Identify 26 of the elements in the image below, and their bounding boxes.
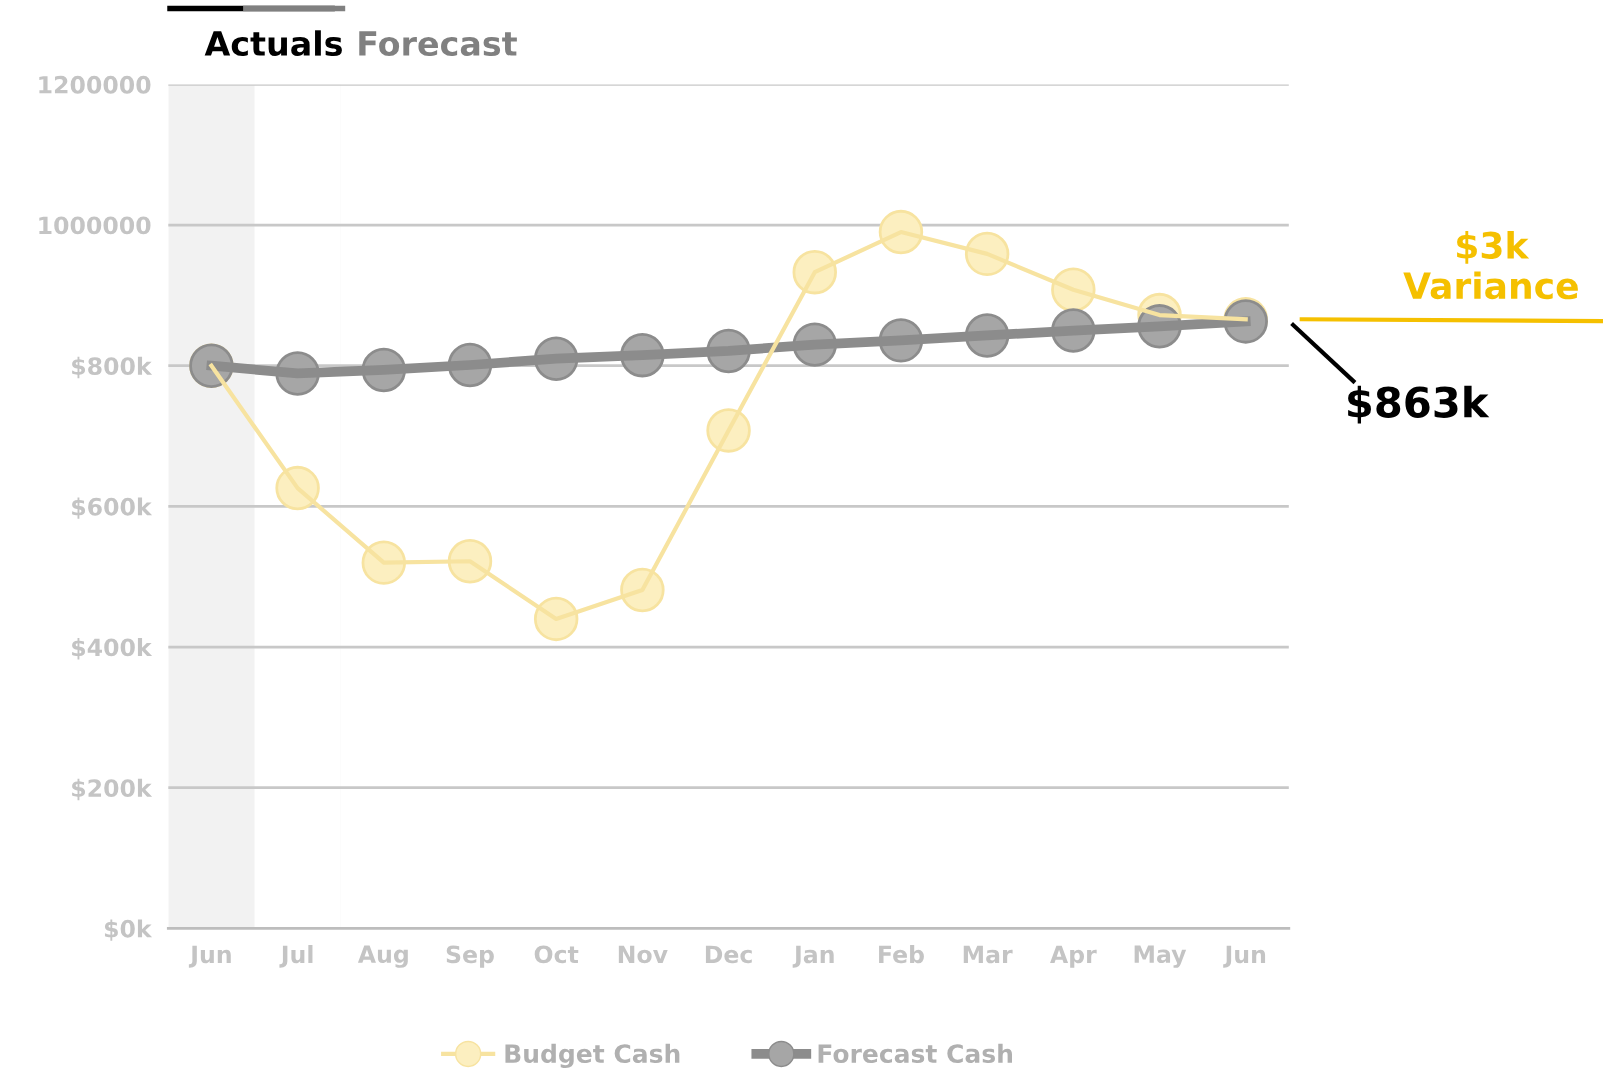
x-tick-label: Aug — [357, 945, 408, 968]
x-tick-label: Apr — [1050, 945, 1097, 968]
y-tick-label: $600k — [72, 497, 153, 519]
y-tick-label: 1000000 — [39, 216, 151, 235]
x-tick-label: Jan — [792, 945, 834, 968]
x-tick-label: Nov — [618, 945, 668, 964]
x-tick-label: Dec — [705, 945, 752, 964]
y-tick-label: $200k — [72, 778, 153, 801]
band-label: Forecast — [359, 31, 517, 57]
x-tick-label: Oct — [534, 945, 579, 964]
y-tick-label: $800k — [72, 356, 153, 379]
text: $863k — [1348, 385, 1490, 424]
x-tick-label: Mar — [963, 945, 1013, 964]
y-tick-label: $400k — [72, 638, 153, 660]
x-tick-label: Jun — [1223, 945, 1266, 968]
y-tick-label: 1200000 — [39, 75, 151, 94]
legend-label: Budget Cash — [505, 1043, 680, 1069]
x-tick-label: Jul — [279, 945, 313, 968]
x-tick-label: Feb — [879, 945, 924, 964]
text: $3k Variance — [1403, 230, 1578, 300]
x-tick-label: Sep — [446, 945, 494, 968]
legend-label: Forecast Cash — [818, 1043, 1013, 1064]
band-label: Actuals — [204, 30, 342, 57]
x-tick-label: Jun — [188, 945, 231, 968]
y-tick-label: $0k — [104, 919, 153, 941]
x-tick-label: May — [1134, 945, 1187, 968]
